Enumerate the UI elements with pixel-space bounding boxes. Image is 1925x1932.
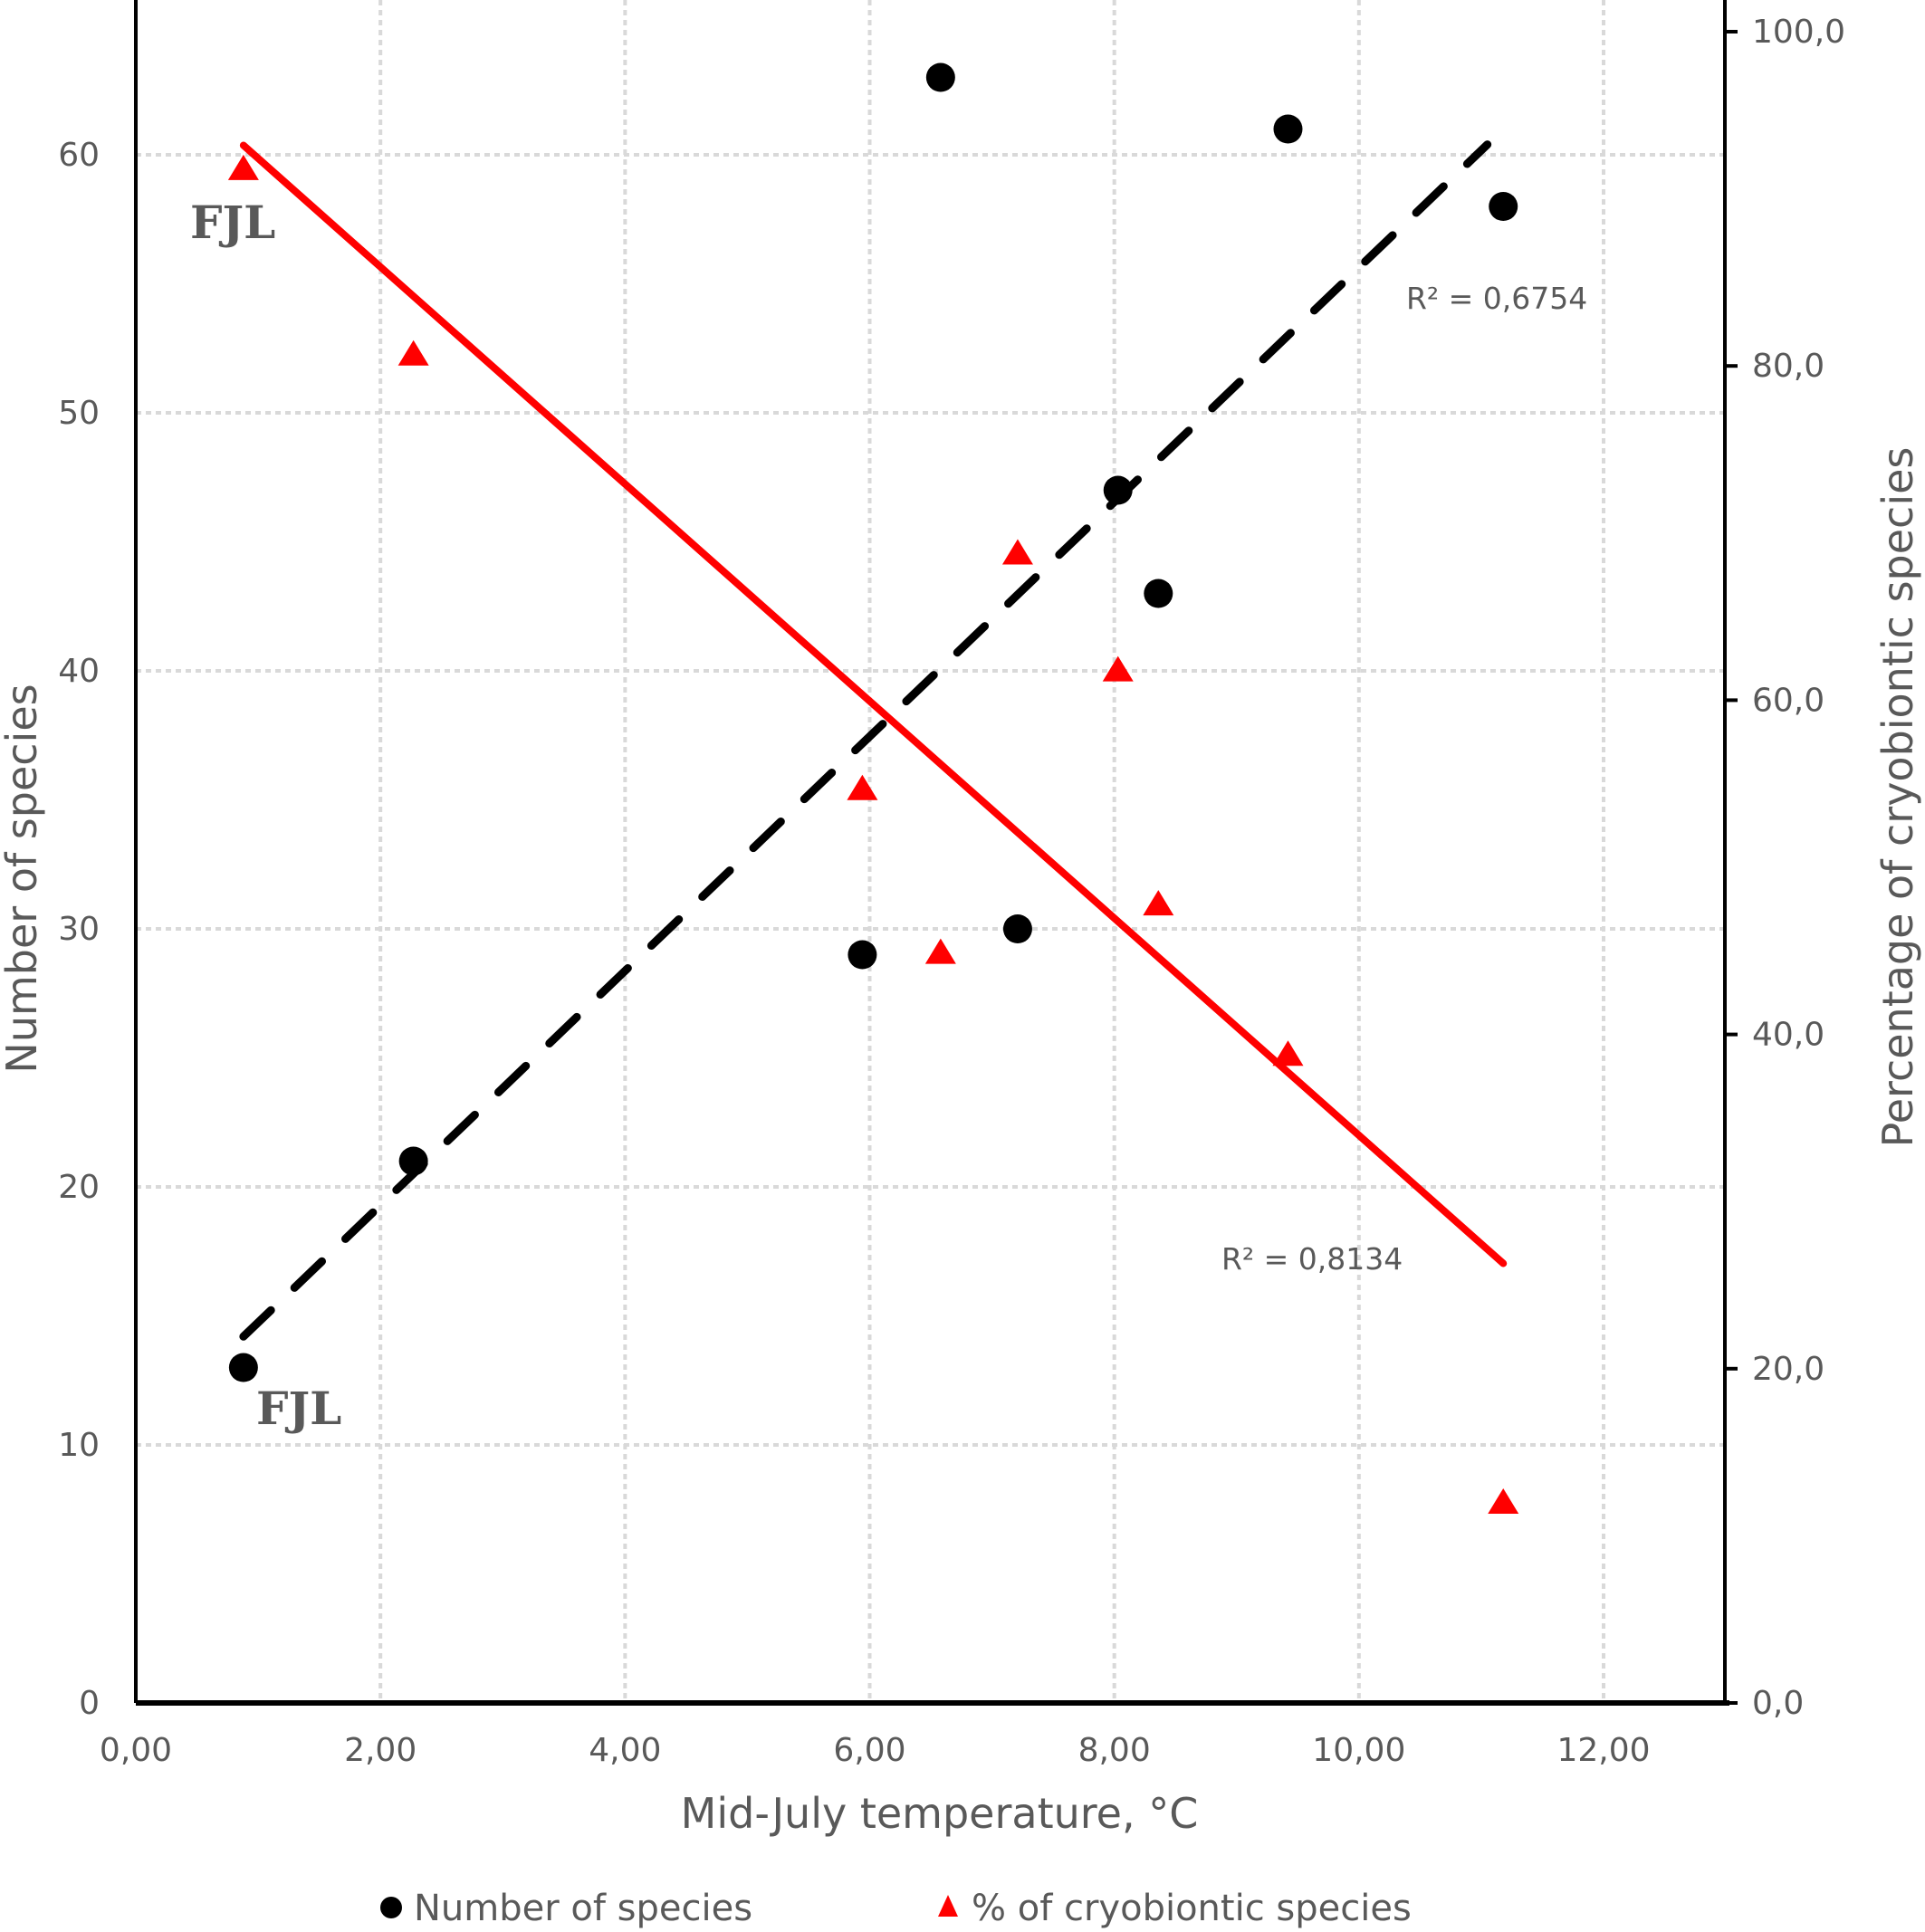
y-tick-label: 10 (58, 1427, 100, 1464)
x-tick-label: 6,00 (833, 1732, 905, 1769)
y-tick-label: 40 (58, 653, 100, 690)
point-cryobiontic-percentage (1001, 539, 1033, 565)
trendline-species (239, 140, 1492, 1341)
y-tick-label: 0 (79, 1685, 100, 1722)
point-number-of-species (848, 940, 877, 970)
legend-label-species: Number of species (414, 1888, 752, 1929)
point-cryobiontic-percentage (847, 774, 878, 800)
point-number-of-species (1144, 579, 1173, 608)
tick-labels: 0,00 2,00 4,00 6,00 8,00 10,00 12,00 0 10 20 30 40 5… (58, 14, 1845, 1769)
y2-tick-label: 20,0 (1752, 1351, 1824, 1388)
point-cryobiontic-percentage (1488, 1487, 1519, 1514)
trendline-cryobiontic (239, 141, 1508, 1267)
x-tick-label: 8,00 (1078, 1732, 1151, 1769)
axes (134, 0, 1738, 1706)
x-tick-label: 2,00 (344, 1732, 417, 1769)
x-tick-label: 12,00 (1556, 1732, 1650, 1769)
x-axis-title: Mid-July temperature, °C (681, 1789, 1199, 1838)
y2-tick-label: 100,0 (1752, 14, 1845, 51)
legend: Number of species % of cryobiontic speci… (380, 1888, 1412, 1929)
y2-tick-label: 80,0 (1752, 348, 1824, 385)
r2-label-cryobiontic: R² = 0,8134 (1221, 1241, 1403, 1277)
y2-tick-label: 0,0 (1752, 1685, 1804, 1722)
y-tick-label: 60 (58, 137, 100, 174)
y-tick-label: 20 (58, 1169, 100, 1206)
data-points (227, 62, 1519, 1514)
y-tick-label: 50 (58, 395, 100, 432)
point-cryobiontic-percentage (924, 938, 956, 964)
point-number-of-species (1273, 114, 1303, 144)
point-cryobiontic-percentage (1102, 655, 1134, 682)
point-number-of-species (228, 1353, 258, 1382)
x-tick-label: 4,00 (589, 1732, 661, 1769)
x-tick-label: 0,00 (100, 1732, 172, 1769)
annotation-fjl-species: FJL (256, 1382, 341, 1435)
point-cryobiontic-percentage (1272, 1040, 1304, 1066)
point-number-of-species (925, 62, 955, 92)
legend-triangle-icon (938, 1895, 958, 1917)
point-cryobiontic-percentage (397, 340, 429, 366)
x-tick-label: 10,00 (1312, 1732, 1405, 1769)
point-cryobiontic-percentage (227, 154, 259, 180)
legend-label-cryobiontic: % of cryobiontic species (972, 1888, 1412, 1929)
y2-axis-title: Percentage of cryobiontic species (1873, 447, 1922, 1148)
y-tick-label: 30 (58, 911, 100, 948)
y2-tick-label: 40,0 (1752, 1017, 1824, 1054)
point-number-of-species (1489, 192, 1518, 221)
point-cryobiontic-percentage (1143, 890, 1174, 916)
legend-circle-icon (380, 1897, 402, 1918)
point-number-of-species (1002, 914, 1032, 943)
trendlines (239, 140, 1508, 1341)
r2-label-species: R² = 0,6754 (1406, 281, 1587, 316)
point-number-of-species (1103, 475, 1133, 505)
annotation-fjl-percentage: FJL (190, 196, 275, 249)
y2-tick-label: 60,0 (1752, 682, 1824, 719)
y-axis-title: Number of species (0, 684, 46, 1073)
point-number-of-species (398, 1146, 428, 1176)
grid-lines (136, 0, 1725, 1703)
